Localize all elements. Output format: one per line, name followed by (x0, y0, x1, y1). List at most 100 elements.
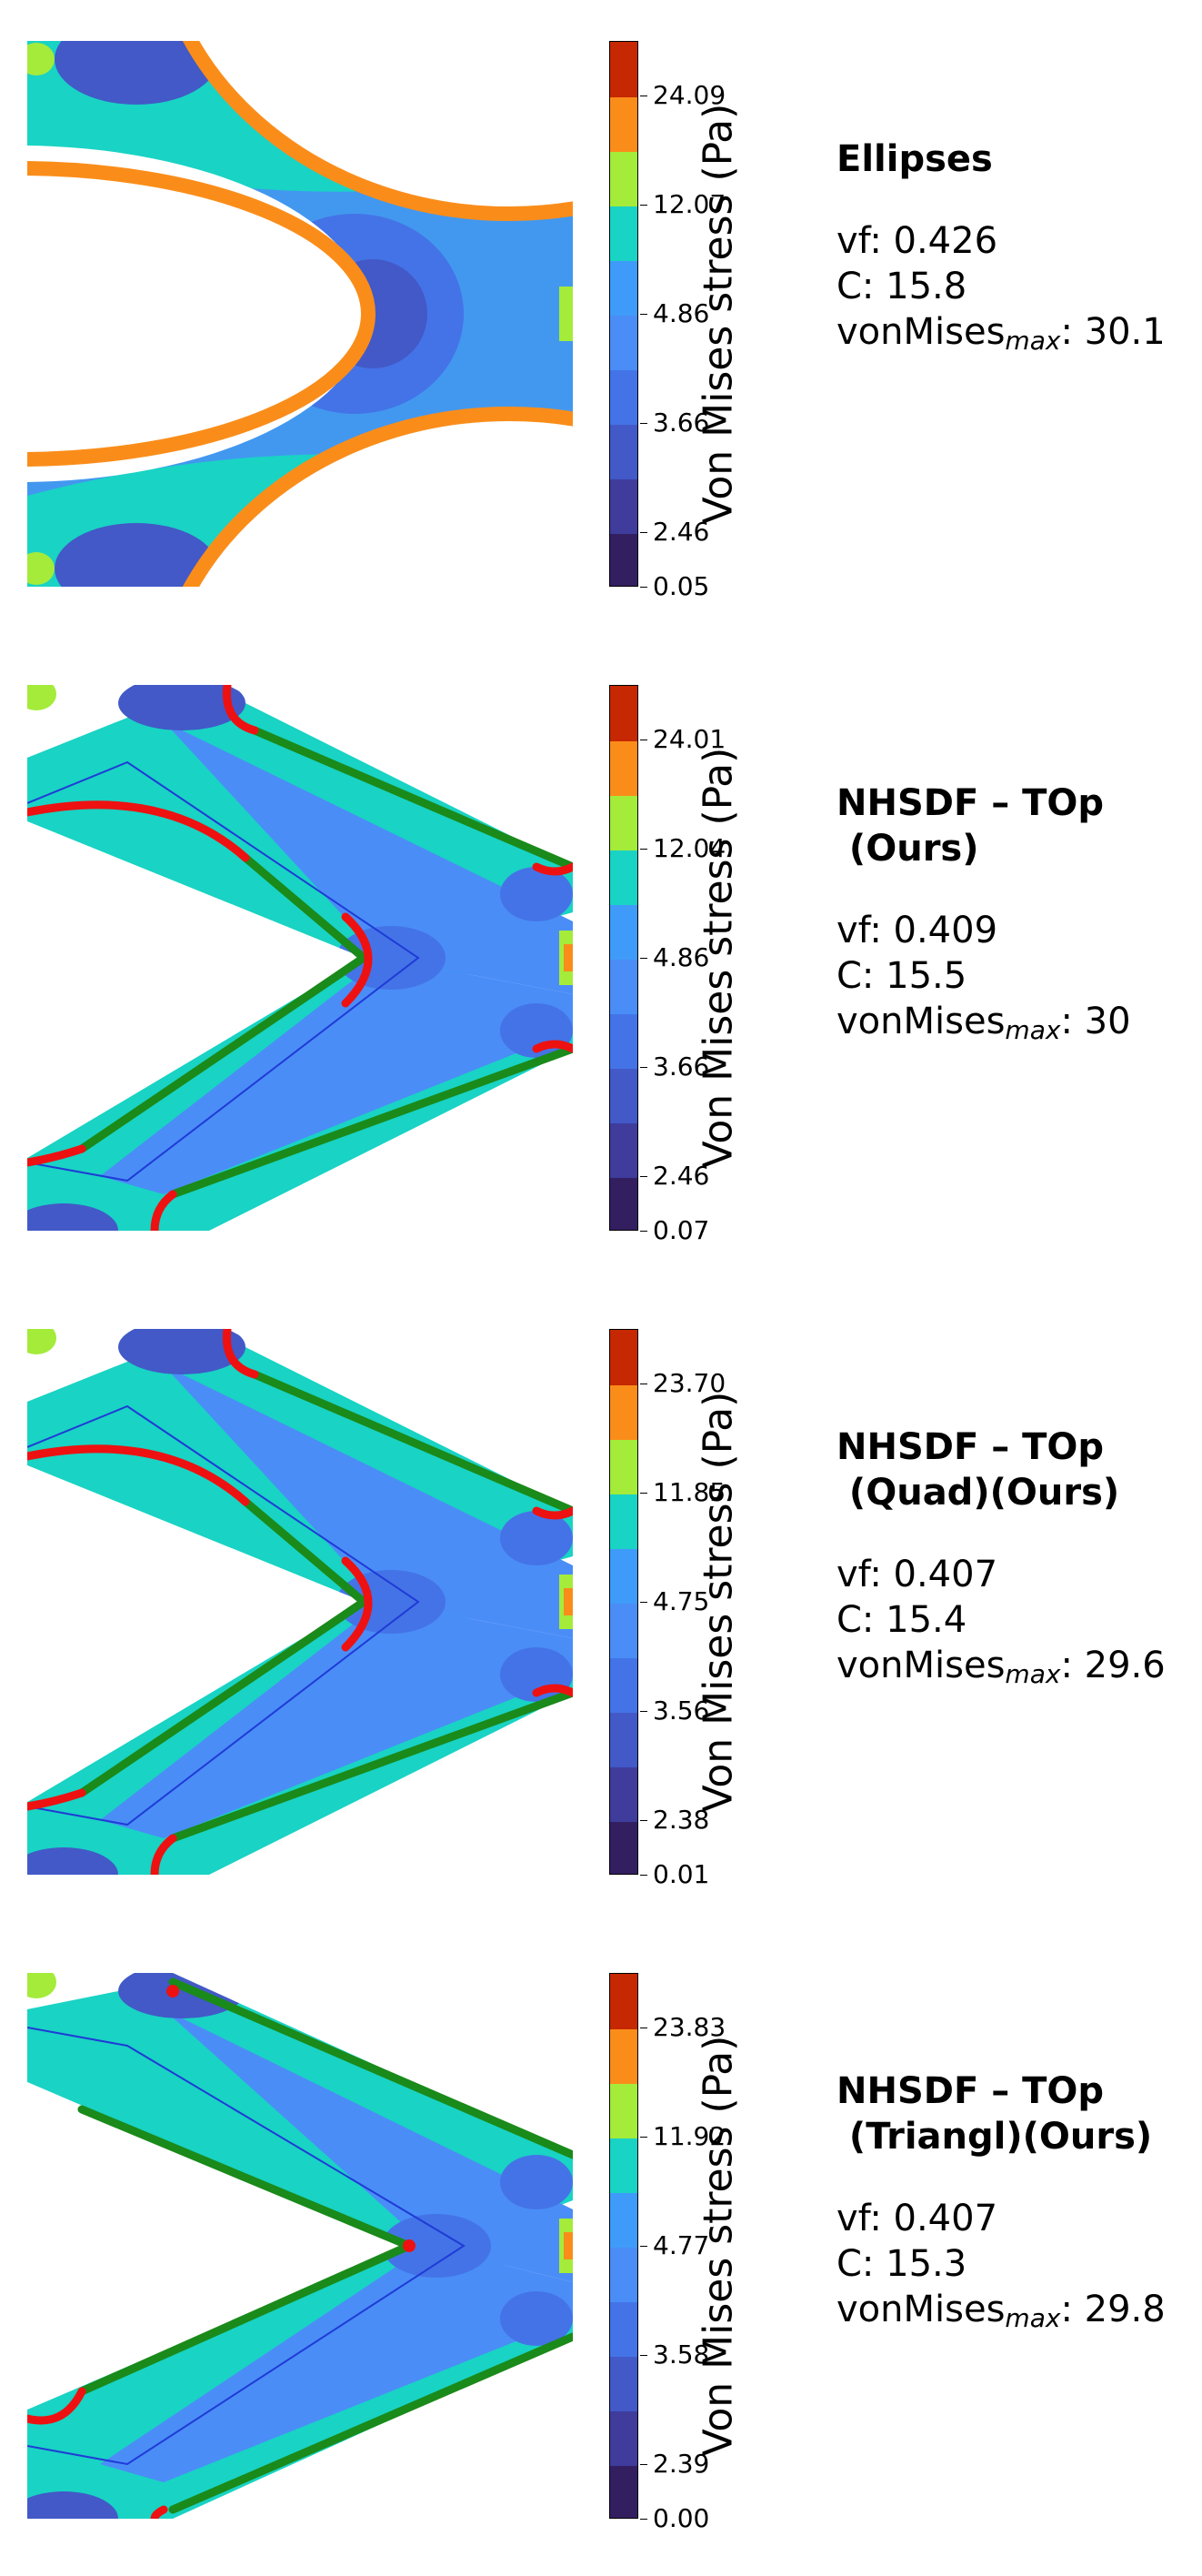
stress-field-svg (27, 685, 573, 1231)
colorbar-band (610, 795, 637, 850)
colorbar-tick (640, 2137, 647, 2138)
colorbar-band (610, 2356, 637, 2411)
panel-1: 24.01 12.04 4.86 3.66 2.46 0.07 Von Mises stre… (0, 644, 1202, 1288)
method-title: NHSDF – TOp (Ours) (836, 782, 1105, 870)
stress-field-plot (27, 41, 573, 587)
colorbar-band (610, 1821, 637, 1874)
colorbar-band (610, 2301, 637, 2357)
vonmises-subscript: max (1005, 326, 1061, 356)
colorbar-tick-label: 2.39 (653, 2449, 710, 2479)
stat-compliance: C: 15.4 (836, 1599, 967, 1641)
colorbar-band (610, 96, 637, 152)
colorbar-band (610, 260, 637, 316)
colorbar-tick-label: 2.38 (653, 1805, 710, 1835)
colorbar-tick-label: 3.56 (653, 1696, 710, 1726)
colorbar-band (610, 424, 637, 479)
colorbar-tick (640, 2519, 647, 2520)
colorbar-tick (640, 1711, 647, 1712)
colorbar-band (610, 1766, 637, 1822)
colorbar-band (610, 369, 637, 425)
colorbar-band (610, 478, 637, 534)
colorbar-tick (640, 1231, 647, 1232)
colorbar-tick (640, 314, 647, 315)
colorbar (609, 1973, 638, 2519)
stats-block: NHSDF – TOp (Triangl)(Ours) vf: 0.407 C: 1… (836, 2068, 1200, 2341)
colorbar-band (610, 2138, 637, 2193)
colorbar-tick (640, 1875, 647, 1876)
colorbar-tick-label: 4.75 (653, 1586, 710, 1616)
colorbar-band (610, 1122, 637, 1178)
stat-vonmises-max: vonMisesmax: 29.8 (836, 2289, 1166, 2333)
stress-field-plot (27, 1973, 573, 2519)
colorbar-label: Von Mises stress (Pa) (695, 103, 742, 525)
colorbar-tick (640, 205, 647, 206)
colorbar (609, 41, 638, 587)
colorbar-band (610, 1603, 637, 1658)
colorbar-tick (640, 958, 647, 959)
stress-field-svg (27, 1329, 573, 1875)
stat-compliance: C: 15.5 (836, 955, 967, 997)
colorbar-tick-label: 12.07 (653, 189, 726, 219)
panel-2: 23.70 11.85 4.75 3.56 2.38 0.01 Von Mises stre… (0, 1288, 1202, 1932)
colorbar-label: Von Mises stress (Pa) (695, 1391, 742, 1813)
colorbar-band (610, 2192, 637, 2248)
colorbar-band (610, 1657, 637, 1713)
stat-vf: vf: 0.407 (836, 1554, 998, 1595)
colorbar-tick-label: 0.07 (653, 1215, 710, 1245)
colorbar-tick-label: 24.01 (653, 724, 726, 754)
stats-block: NHSDF – TOp (Quad)(Ours) vf: 0.407 C: 15.4… (836, 1424, 1200, 1697)
colorbar-tick-label: 11.85 (653, 1477, 726, 1507)
colorbar (609, 685, 638, 1231)
stat-vf: vf: 0.407 (836, 2198, 998, 2239)
colorbar-tick (640, 1067, 647, 1068)
colorbar-band (610, 42, 637, 97)
stat-vf: vf: 0.426 (836, 220, 998, 262)
method-title: NHSDF – TOp (Quad)(Ours) (836, 1426, 1120, 1514)
colorbar-band (610, 2465, 637, 2518)
colorbar-tick-label: 3.58 (653, 2340, 710, 2370)
stat-compliance: C: 15.3 (836, 2243, 967, 2285)
vonmises-subscript: max (1005, 2303, 1061, 2333)
colorbar-tick-label: 0.05 (653, 571, 710, 601)
colorbar-band (610, 1439, 637, 1494)
colorbar-band (610, 1013, 637, 1069)
colorbar-tick-label: 24.09 (653, 80, 726, 110)
colorbar-tick (640, 2464, 647, 2465)
colorbar-tick (640, 1176, 647, 1177)
colorbar-band (610, 533, 637, 586)
colorbar-tick-label: 0.01 (653, 1859, 710, 1889)
colorbar-tick (640, 1602, 647, 1603)
colorbar-tick-label: 2.46 (653, 517, 710, 547)
colorbar-tick (640, 2355, 647, 2356)
colorbar-band (610, 2028, 637, 2084)
colorbar-band (610, 740, 637, 796)
colorbar-tick (640, 2246, 647, 2247)
colorbar-band (610, 1068, 637, 1123)
stress-field-svg (27, 41, 573, 587)
colorbar-band (610, 904, 637, 960)
stats-block: Ellipses vf: 0.426 C: 15.8 vonMisesmax: 30.… (836, 136, 1200, 364)
colorbar-tick (640, 587, 647, 588)
colorbar-band (610, 959, 637, 1014)
vonmises-subscript: max (1005, 1659, 1061, 1689)
colorbar-tick-label: 2.46 (653, 1161, 710, 1191)
colorbar-label: Von Mises stress (Pa) (695, 2035, 742, 2457)
colorbar-band (610, 2410, 637, 2466)
colorbar-tick (640, 1493, 647, 1494)
colorbar-band (610, 686, 637, 741)
colorbar-tick (640, 532, 647, 533)
colorbar-tick-label: 3.66 (653, 408, 710, 438)
stress-field-svg (27, 1973, 573, 2519)
stats-block: NHSDF – TOp (Ours) vf: 0.409 C: 15.5 vonMis… (836, 780, 1200, 1053)
colorbar-band (610, 315, 637, 370)
colorbar-band (610, 2083, 637, 2138)
stat-vonmises-max: vonMisesmax: 30 (836, 1001, 1131, 1045)
stress-field-plot (27, 1329, 573, 1875)
method-title: Ellipses (836, 138, 993, 180)
colorbar-tick-label: 23.83 (653, 2012, 726, 2042)
colorbar-tick (640, 1820, 647, 1821)
stress-field-plot (27, 685, 573, 1231)
colorbar-band (610, 2247, 637, 2302)
colorbar-band (610, 1712, 637, 1767)
vonmises-subscript: max (1005, 1015, 1061, 1045)
